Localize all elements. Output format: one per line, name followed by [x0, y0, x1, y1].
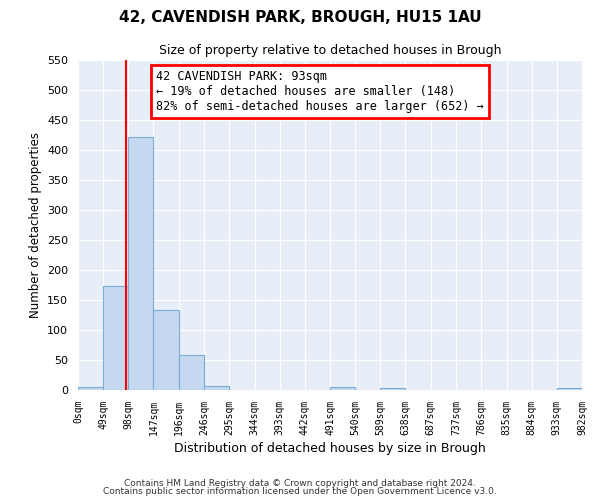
Title: Size of property relative to detached houses in Brough: Size of property relative to detached ho…	[159, 44, 501, 58]
Text: 42, CAVENDISH PARK, BROUGH, HU15 1AU: 42, CAVENDISH PARK, BROUGH, HU15 1AU	[119, 10, 481, 25]
Bar	[380, 388, 406, 390]
Bar	[330, 387, 355, 390]
Text: 42 CAVENDISH PARK: 93sqm
← 19% of detached houses are smaller (148)
82% of semi-: 42 CAVENDISH PARK: 93sqm ← 19% of detach…	[156, 70, 484, 113]
Bar	[179, 355, 204, 390]
Bar	[78, 387, 103, 390]
X-axis label: Distribution of detached houses by size in Brough: Distribution of detached houses by size …	[174, 442, 486, 455]
Y-axis label: Number of detached properties: Number of detached properties	[29, 132, 41, 318]
Bar	[103, 286, 128, 390]
Bar	[128, 137, 154, 390]
Bar	[204, 386, 229, 390]
Text: Contains public sector information licensed under the Open Government Licence v3: Contains public sector information licen…	[103, 487, 497, 496]
Bar	[154, 310, 179, 390]
Bar	[557, 388, 582, 390]
Text: Contains HM Land Registry data © Crown copyright and database right 2024.: Contains HM Land Registry data © Crown c…	[124, 478, 476, 488]
